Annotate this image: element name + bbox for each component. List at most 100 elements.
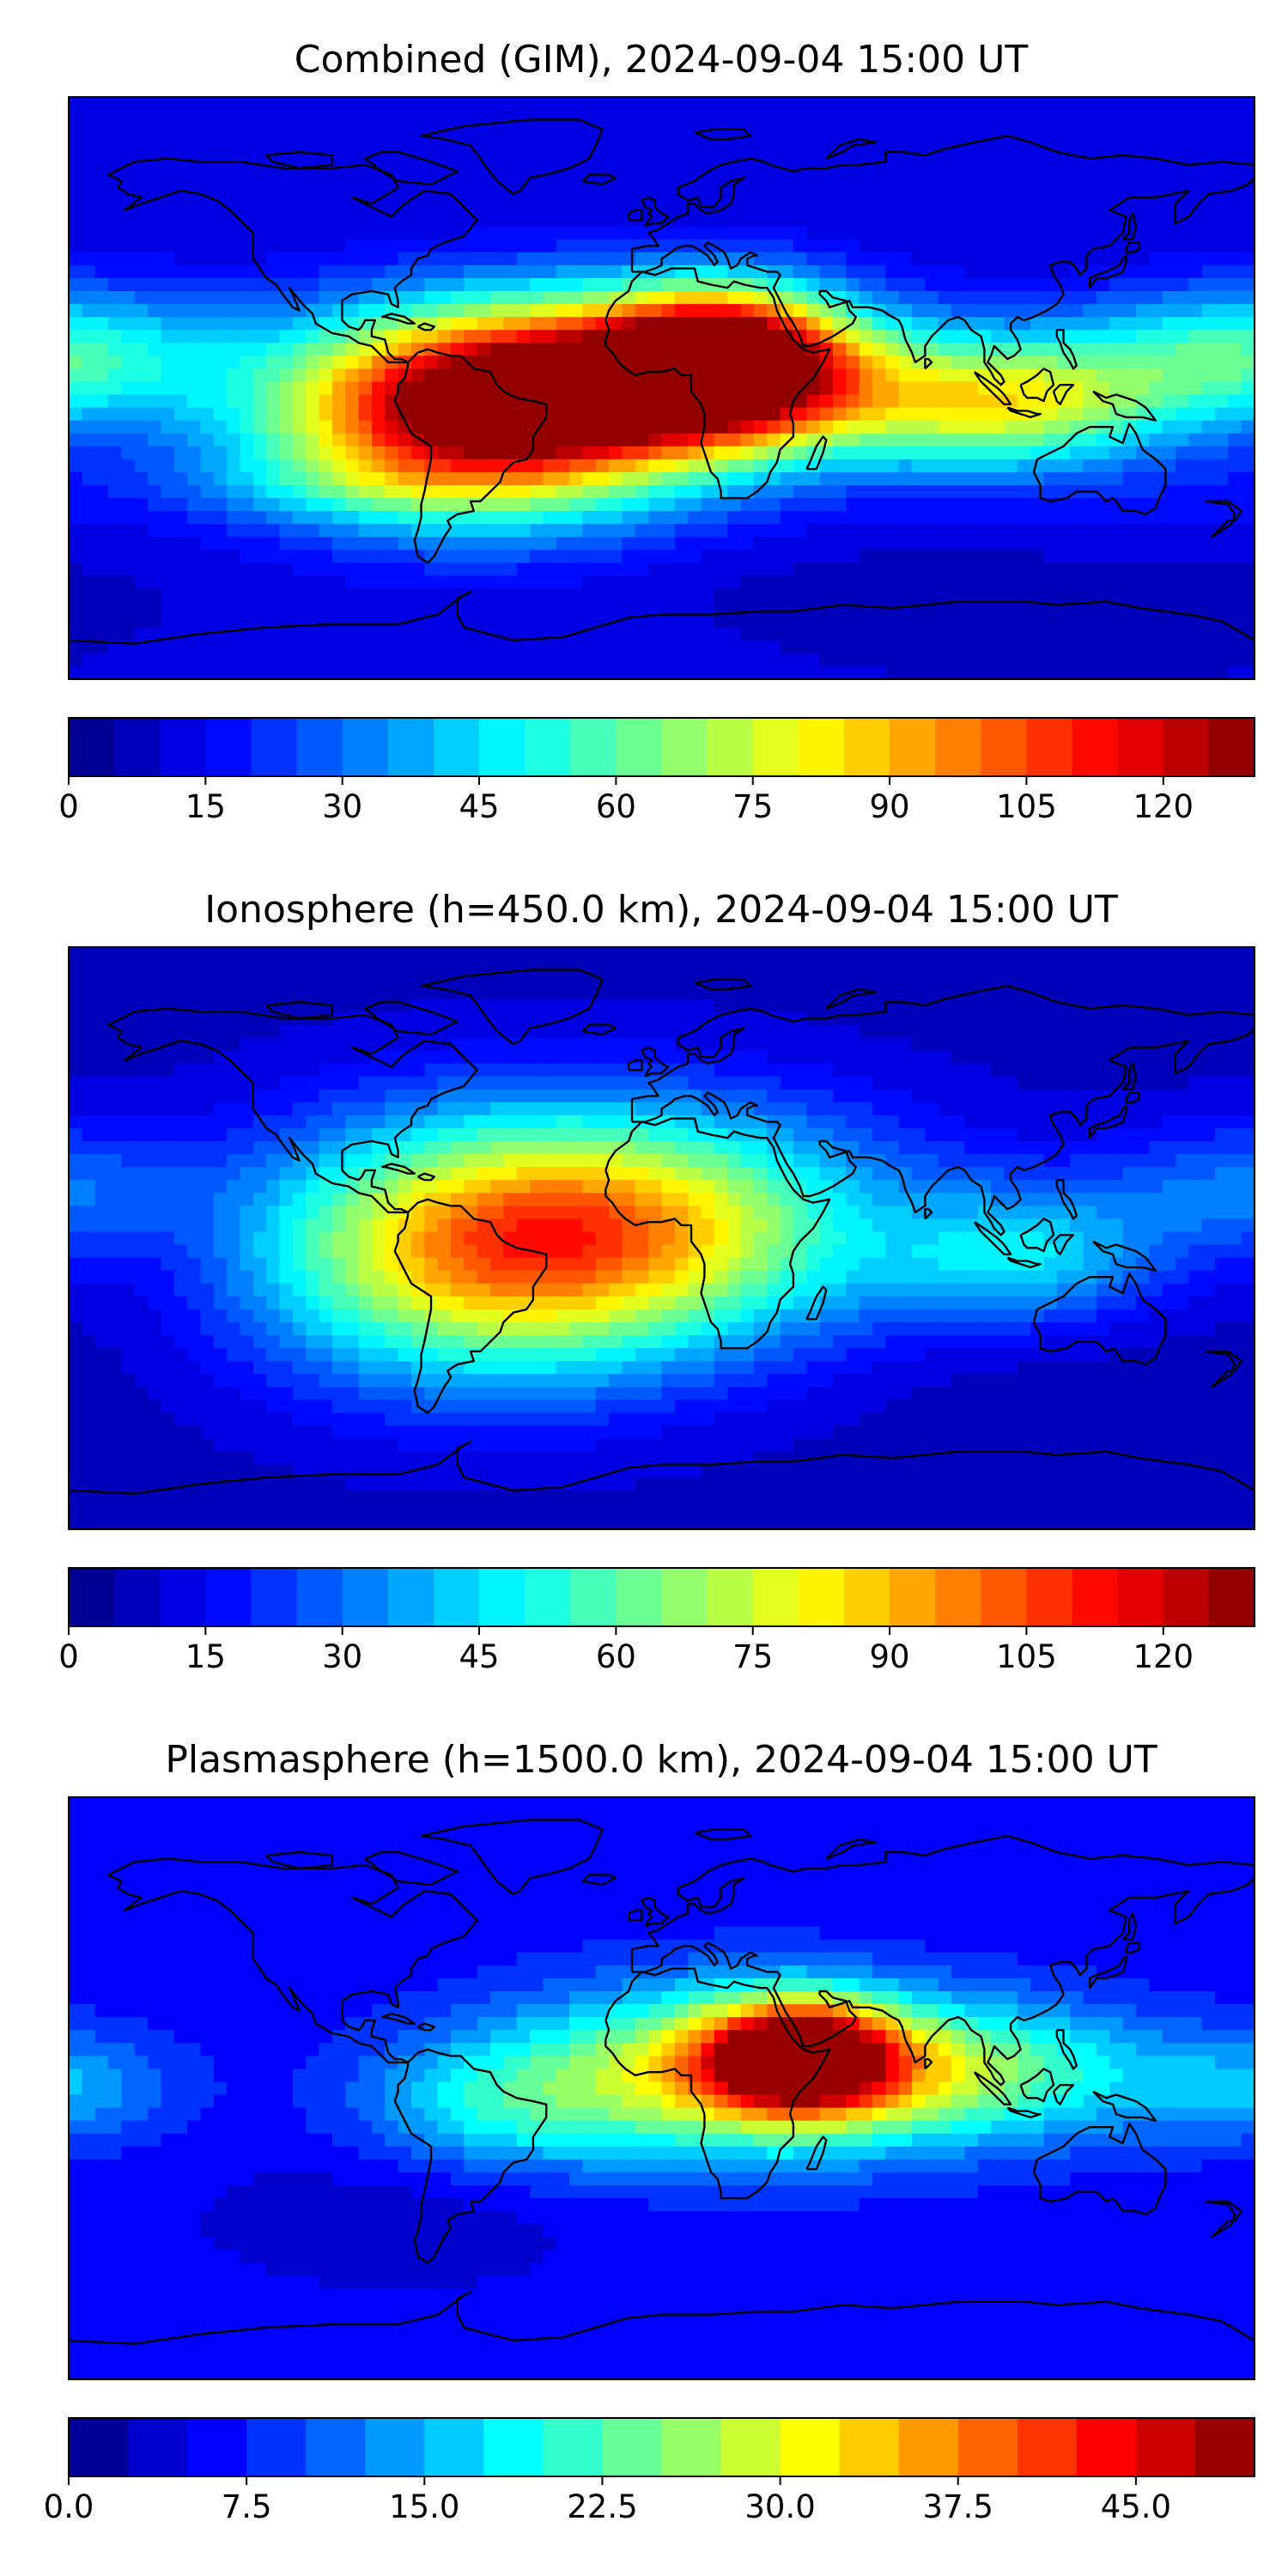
heatmap-cell [108,187,122,202]
heatmap-cell [213,640,228,654]
heatmap-cell [780,1024,794,1039]
heatmap-cell [569,317,584,331]
heatmap-cell [240,627,254,641]
heatmap-cell [1004,381,1018,396]
heatmap-cell [1096,471,1110,486]
heatmap-cell [252,960,267,974]
heatmap-cell [701,304,715,318]
heatmap-cell [951,317,966,331]
heatmap-cell [740,239,755,253]
heatmap-cell [1056,485,1071,499]
heatmap-cell [477,213,491,228]
heatmap-cell [292,226,307,240]
heatmap-cell [345,239,360,253]
heatmap-cell [398,601,412,616]
heatmap-cell [345,1024,360,1039]
heatmap-cell [437,368,452,383]
heatmap-cell [292,123,307,137]
heatmap-cell [556,343,570,356]
heatmap-cell [1070,97,1084,111]
heatmap-cell [885,368,900,383]
heatmap-cell [1056,459,1071,473]
heatmap-cell [925,446,939,460]
heatmap-cell [582,511,597,525]
heatmap-cell [701,1012,715,1025]
heatmap-cell [279,665,294,679]
heatmap-cell [727,537,742,550]
heatmap-cell [1122,947,1137,961]
heatmap-cell [331,330,346,343]
heatmap-cell [872,575,886,590]
heatmap-cell [622,330,636,343]
heatmap-cell [806,524,821,538]
heatmap-cell [266,394,281,409]
heatmap-cell [69,999,82,1012]
heatmap-cell [1083,1050,1097,1065]
heatmap-cell [1070,537,1084,550]
heatmap-cell [227,665,241,679]
heatmap-cell [1004,550,1018,563]
heatmap-cell [1083,226,1097,240]
heatmap-cell [951,110,966,124]
heatmap-cell [674,330,689,343]
heatmap-cell [727,640,742,654]
heatmap-cell [1162,999,1176,1012]
heatmap-cell [227,1063,241,1078]
coastline [1055,329,1078,370]
heatmap-cell [108,999,122,1012]
heatmap-cell [1109,1024,1124,1039]
heatmap-cell [424,498,439,512]
heatmap-cell [674,97,689,111]
heatmap-cell [753,653,768,667]
heatmap-cell [503,330,518,343]
heatmap-cell [1017,433,1031,447]
heatmap-cell [688,355,702,369]
heatmap-cell [490,317,504,331]
heatmap-cell [200,420,215,434]
heatmap-cell [477,264,491,279]
heatmap-cell [1056,640,1071,654]
heatmap-cell [740,562,755,577]
heatmap-cell [819,986,834,999]
heatmap-cell [1162,252,1176,266]
heatmap-cell [635,381,649,396]
heatmap-cell [1149,537,1163,550]
heatmap-cell [1149,291,1163,305]
heatmap-cell [94,136,109,149]
heatmap-cell [94,537,109,550]
heatmap-cell [609,498,623,512]
heatmap-cell [1083,97,1097,111]
heatmap-cell [727,665,742,679]
heatmap-cell [108,665,122,679]
heatmap-cell [424,1037,439,1052]
heatmap-cell [82,407,96,422]
heatmap-cell [740,498,755,512]
heatmap-cell [94,433,109,447]
heatmap-cell [187,446,202,460]
heatmap-cell [859,277,873,292]
heatmap-cell [437,187,452,202]
heatmap-cell [1241,394,1255,409]
heatmap-cell [490,304,504,318]
heatmap-cell [437,1050,452,1065]
heatmap-cell [1043,1012,1058,1025]
heatmap-cell [806,665,821,679]
heatmap-cell [1122,161,1137,175]
heatmap-cell [266,446,281,460]
heatmap-cell [1122,97,1137,111]
heatmap-cell [477,277,491,292]
heatmap-cell [806,381,821,396]
heatmap-cell [437,627,452,641]
heatmap-cell [661,304,676,318]
heatmap-cell [1030,330,1045,343]
heatmap-cell [569,433,584,447]
heatmap-cell [595,537,610,550]
heatmap-cell [1122,562,1137,577]
heatmap-cell [806,640,821,654]
heatmap-cell [148,264,162,279]
heatmap-cell [266,355,281,369]
heatmap-cell [819,485,834,499]
heatmap-cell [938,999,952,1012]
heatmap-cell [530,161,544,175]
heatmap-cell [938,471,952,486]
